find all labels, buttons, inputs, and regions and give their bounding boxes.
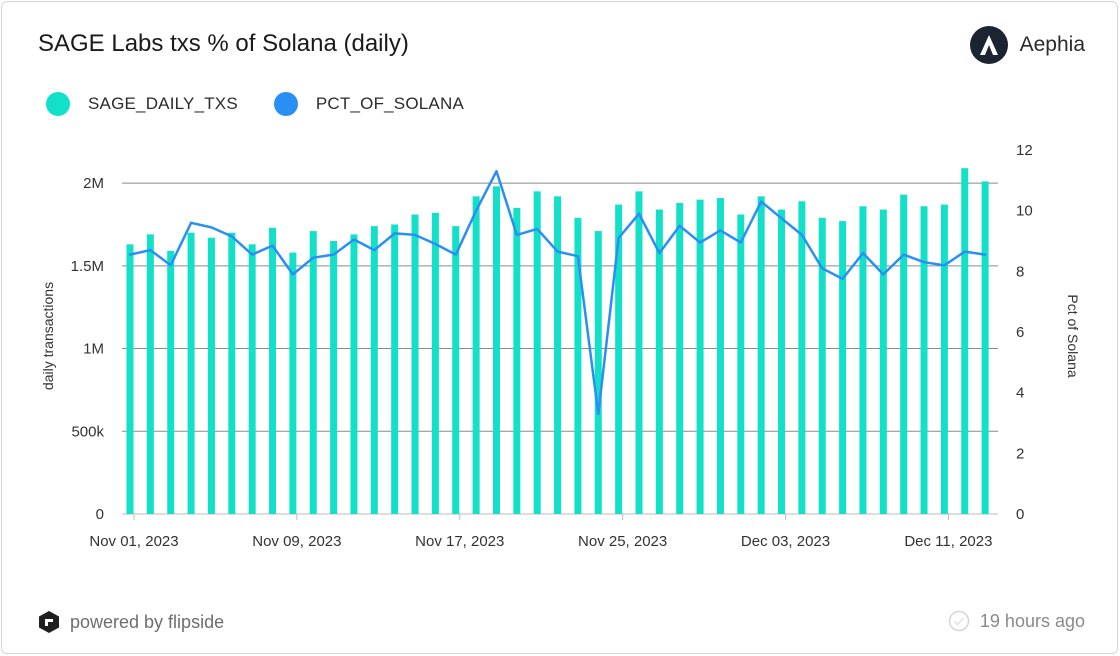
bar	[411, 214, 419, 514]
x-tick-label: Nov 01, 2023	[89, 533, 178, 550]
bar	[269, 227, 277, 514]
y2-tick-label: 6	[1016, 324, 1024, 341]
bar	[391, 224, 399, 515]
bar	[187, 232, 195, 514]
y-tick-label: 1M	[83, 341, 104, 358]
bar	[655, 209, 663, 514]
updated-text: 19 hours ago	[979, 610, 1085, 631]
y-tick-label: 2M	[83, 175, 104, 192]
bar	[309, 231, 317, 514]
bar	[289, 252, 297, 514]
bar	[900, 194, 908, 514]
aephia-logo-icon	[969, 26, 1008, 64]
y2-tick-label: 0	[1016, 506, 1024, 523]
series-line-pct-of-solana	[128, 169, 987, 416]
brand[interactable]: Aephia	[969, 26, 1085, 64]
bar	[167, 250, 175, 514]
bar	[737, 214, 745, 514]
legend-label: SAGE_DAILY_TXS	[88, 94, 238, 113]
x-tick-label: Dec 03, 2023	[741, 533, 830, 550]
check-circle-icon	[948, 610, 970, 632]
brand-name: Aephia	[1019, 33, 1085, 56]
bar	[492, 186, 500, 514]
bar	[370, 226, 378, 515]
y-tick-label: 500k	[71, 423, 104, 440]
bar	[961, 168, 969, 514]
bar	[778, 209, 786, 514]
x-tick-label: Nov 09, 2023	[252, 533, 341, 550]
bar	[574, 217, 582, 514]
bar	[350, 234, 358, 514]
bar	[798, 201, 806, 515]
bar	[452, 226, 460, 515]
bar	[696, 199, 704, 515]
bar	[940, 204, 948, 514]
powered-by-link[interactable]: powered by flipside	[38, 610, 224, 634]
bar	[981, 181, 989, 514]
legend-item-pct-of-solana[interactable]: PCT_OF_SOLANA	[273, 92, 464, 116]
bar	[635, 191, 643, 514]
bar	[513, 207, 521, 514]
bar	[859, 206, 867, 514]
legend-item-sage-daily-txs[interactable]: SAGE_DAILY_TXS	[46, 92, 238, 116]
y-tick-label: 0	[96, 506, 104, 523]
bar	[594, 231, 602, 514]
y-tick-label: 1.5M	[71, 258, 104, 275]
legend-label: PCT_OF_SOLANA	[315, 94, 464, 113]
y2-tick-label: 12	[1016, 142, 1033, 159]
bar	[431, 212, 439, 514]
x-tick-label: Nov 17, 2023	[415, 533, 504, 550]
y2-tick-label: 4	[1016, 385, 1024, 402]
y2-axis-title: Pct of Solana	[1065, 294, 1081, 377]
bar	[757, 196, 765, 514]
bar	[533, 191, 541, 514]
x-tick-label: Dec 11, 2023	[904, 533, 992, 550]
y2-tick-label: 10	[1016, 203, 1033, 220]
bar	[146, 234, 154, 514]
bar	[920, 206, 928, 514]
bar	[879, 209, 887, 514]
bar	[248, 244, 256, 515]
flipside-logo-icon	[39, 611, 59, 633]
bar	[839, 221, 847, 515]
bar	[554, 196, 562, 514]
bar	[716, 197, 724, 514]
bar	[228, 232, 236, 514]
last-updated: 19 hours ago	[948, 610, 1085, 632]
legend-swatch-line	[273, 92, 298, 116]
y2-tick-label: 8	[1016, 263, 1024, 280]
y-axis-title: daily transactions	[40, 282, 56, 390]
bar	[472, 196, 480, 514]
chart-legend: SAGE_DAILY_TXS PCT_OF_SOLANA	[46, 92, 500, 116]
chart-plot: 0 500k 1M 1.5M 2M 0 2 4 6 8 10 12 Nov 01, 2023 Nov 09…	[40, 142, 1081, 550]
bar	[676, 202, 684, 515]
bar	[126, 244, 134, 515]
bar	[615, 204, 623, 514]
bar	[207, 237, 215, 514]
chart-title: SAGE Labs txs % of Solana (daily)	[38, 30, 409, 57]
bar	[818, 217, 826, 514]
legend-swatch-bar	[46, 92, 70, 116]
y2-tick-label: 2	[1016, 445, 1024, 462]
bar	[330, 241, 338, 514]
x-tick-label: Nov 25, 2023	[578, 533, 667, 550]
powered-by-text: powered by flipside	[70, 611, 225, 632]
